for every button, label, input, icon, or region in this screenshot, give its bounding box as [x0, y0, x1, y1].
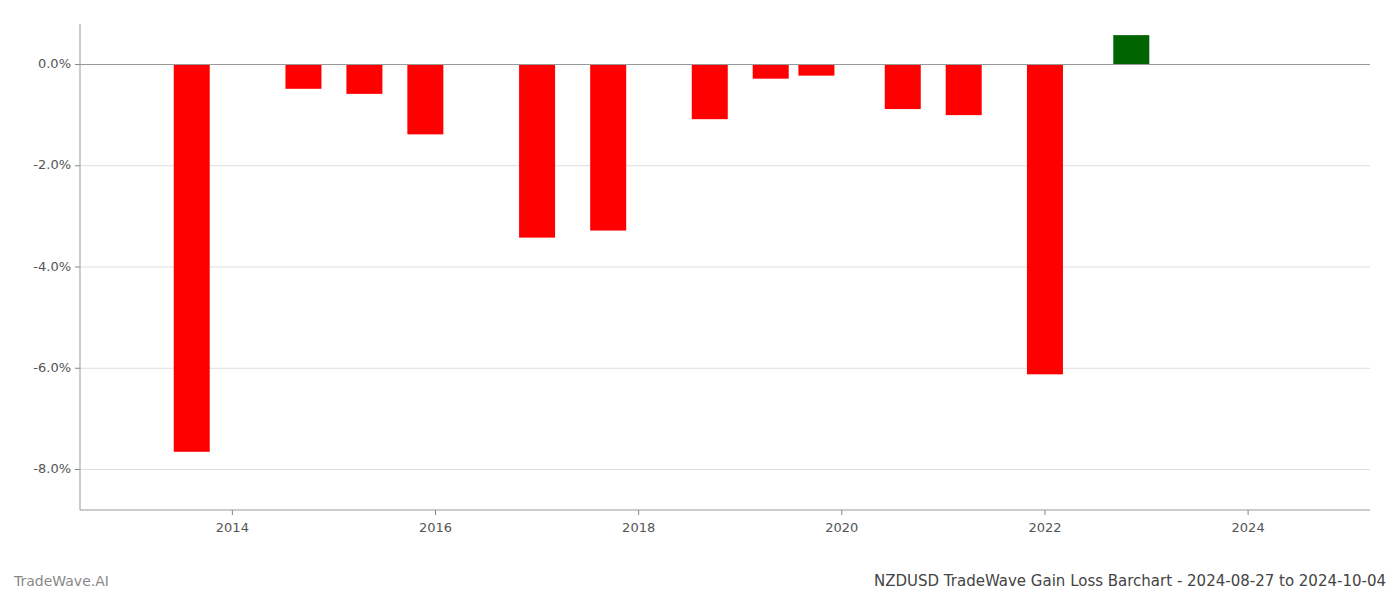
title: NZDUSD TradeWave Gain Loss Barchart - 20…	[874, 572, 1386, 590]
y-axis-line	[80, 24, 81, 510]
bars	[174, 35, 1150, 452]
zero-line	[80, 64, 1370, 65]
bar	[285, 65, 321, 89]
x-tick	[1248, 510, 1249, 515]
x-tick	[841, 510, 842, 515]
watermark: TradeWave.AI	[13, 573, 109, 589]
x-tick	[435, 510, 436, 515]
grid-line	[80, 368, 1370, 369]
y-tick	[75, 64, 80, 65]
y-tick-label: 0.0%	[38, 56, 71, 71]
x-tick-label: 2014	[216, 520, 249, 535]
background	[0, 0, 1400, 600]
chart-container: 0.0% -2.0% -4.0% -6.0% -8.0% 2014 2016 2018 2020…	[0, 0, 1400, 600]
y-tick	[75, 368, 80, 369]
bar	[346, 65, 382, 94]
bar	[174, 65, 210, 452]
grid-line	[80, 165, 1370, 166]
bar	[519, 65, 555, 238]
y-tick	[75, 469, 80, 470]
x-tick	[638, 510, 639, 515]
y-tick	[75, 165, 80, 166]
bar	[946, 65, 982, 116]
x-tick	[232, 510, 233, 515]
y-tick	[75, 267, 80, 268]
x-tick	[1044, 510, 1045, 515]
x-tick-label: 2024	[1232, 520, 1265, 535]
x-axis-line	[80, 510, 1370, 511]
x-tick-label: 2022	[1028, 520, 1061, 535]
y-grid	[80, 65, 1370, 470]
x-ticks: 2014 2016 2018 2020 2022 2024	[216, 510, 1265, 535]
bar	[753, 65, 789, 79]
y-tick-label: -6.0%	[33, 360, 71, 375]
y-ticks: 0.0% -2.0% -4.0% -6.0% -8.0%	[33, 56, 80, 476]
y-tick-label: -2.0%	[33, 157, 71, 172]
bar	[1113, 35, 1149, 64]
y-tick-label: -8.0%	[33, 461, 71, 476]
bar	[1027, 65, 1063, 375]
bar	[590, 65, 626, 231]
chart: 0.0% -2.0% -4.0% -6.0% -8.0% 2014 2016 2018 2020…	[0, 0, 1400, 600]
bar	[692, 65, 728, 120]
bar	[798, 65, 834, 76]
bar	[407, 65, 443, 135]
x-tick-label: 2018	[622, 520, 655, 535]
x-tick-label: 2016	[419, 520, 452, 535]
grid-line	[80, 267, 1370, 268]
grid-line	[80, 64, 1370, 65]
y-tick-label: -4.0%	[33, 259, 71, 274]
bar	[885, 65, 921, 110]
grid-line	[80, 469, 1370, 470]
x-tick-label: 2020	[825, 520, 858, 535]
